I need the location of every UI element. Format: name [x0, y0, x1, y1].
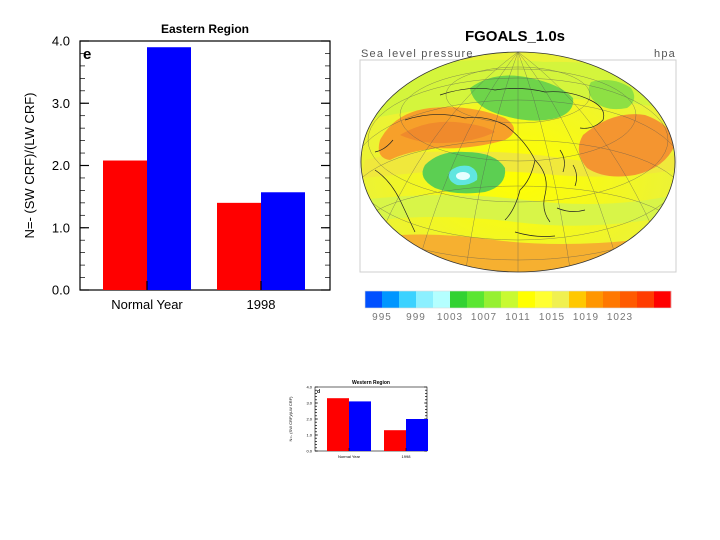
colorbar-outline — [364, 290, 672, 309]
colorbar-swatch — [433, 291, 451, 308]
low-pressure-white-center — [456, 172, 470, 180]
x-tick-label: 1998 — [402, 454, 412, 459]
map-panel-svg: FGOALS_1.0s Sea level pressure hpa — [359, 28, 677, 323]
y-tick-label: 4.0 — [306, 384, 312, 389]
y-tick-label: 1.0 — [52, 220, 70, 235]
western-region-chart-svg: Western Region d 0.0 1.0 2.0 3.0 4.0 N=- (SW CR… — [288, 380, 428, 459]
colorbar-swatch — [637, 291, 655, 308]
bar-blue-1 — [406, 419, 428, 451]
low-pressure-green-arctic — [470, 75, 574, 121]
panel-label: e — [83, 46, 91, 63]
y-tick-label: 3.0 — [306, 400, 312, 405]
colorbar-swatch — [467, 291, 485, 308]
y-tick-label: 2.0 — [306, 416, 312, 421]
high-pressure-orange-band — [400, 121, 495, 144]
colorbar-label: 1015 — [539, 312, 565, 323]
y-axis-label: N=- (SW CRF)/(LW CRF) — [22, 93, 37, 239]
panel-label: d — [317, 389, 320, 395]
coastline-west — [374, 139, 416, 233]
colorbar-label: 1003 — [437, 312, 463, 323]
coastline-islands — [514, 149, 586, 237]
colorbar-label: 1019 — [573, 312, 599, 323]
eastern-region-chart: Eastern Region e 0.0 1.0 2.0 3.0 4.0 N=- (SW CR… — [0, 0, 345, 330]
colorbar-swatch — [450, 291, 468, 308]
map-subtitle-left: Sea level pressure — [361, 48, 474, 60]
eastern-region-chart-svg: Eastern Region e 0.0 1.0 2.0 3.0 4.0 N=- (SW CR… — [22, 22, 331, 312]
x-tick-label: Normal Year — [111, 297, 183, 312]
coastline-asia — [404, 114, 551, 223]
colorbar-label: 995 — [372, 312, 392, 323]
colorbar-swatch — [416, 291, 434, 308]
colorbar-swatch — [586, 291, 604, 308]
y-tick-label: 1.0 — [306, 432, 312, 437]
bar-red-1 — [217, 202, 261, 290]
x-tick-label: 1998 — [247, 297, 276, 312]
bar-red-0 — [327, 398, 349, 451]
colorbar-label: 1007 — [471, 312, 497, 323]
globe-outline — [360, 51, 676, 273]
colorbar: 995 999 1003 1007 1011 1015 1019 1023 — [364, 290, 672, 323]
colorbar-swatch — [603, 291, 621, 308]
high-pressure-orange-east — [578, 114, 675, 177]
colorbar-swatch — [552, 291, 570, 308]
bar-red-0 — [103, 160, 147, 290]
bar-blue-1 — [261, 192, 305, 290]
colorbar-swatch — [365, 291, 383, 308]
y-tick-label: 0.0 — [52, 283, 70, 298]
bar-red-1 — [384, 430, 406, 451]
y-tick-label: 3.0 — [52, 96, 70, 111]
colorbar-swatch — [501, 291, 519, 308]
chart-title: Western Region — [352, 380, 390, 386]
coastline-north — [439, 88, 605, 129]
x-tick-label: Normal Year — [338, 454, 361, 459]
bar-blue-0 — [147, 47, 191, 290]
colorbar-swatch — [535, 291, 553, 308]
y-tick-label: 4.0 — [52, 34, 70, 49]
y-axis-label: N=- (SW CRF)/(LW CRF) — [288, 396, 293, 442]
colorbar-swatch — [569, 291, 587, 308]
colorbar-swatch — [654, 291, 672, 308]
map-subtitle-right: hpa — [654, 48, 676, 60]
colorbar-label: 1023 — [607, 312, 633, 323]
chart-title: Eastern Region — [161, 22, 249, 36]
colorbar-label: 999 — [406, 312, 426, 323]
colorbar-label: 1011 — [505, 312, 531, 323]
bar-blue-0 — [349, 401, 371, 451]
map-title: FGOALS_1.0s — [465, 28, 565, 45]
low-pressure-green-pacific — [588, 80, 635, 110]
colorbar-swatch — [382, 291, 400, 308]
sea-level-pressure-map-panel: FGOALS_1.0s Sea level pressure hpa — [345, 0, 720, 330]
y-tick-label: 0.0 — [306, 448, 312, 453]
colorbar-swatch — [484, 291, 502, 308]
western-region-chart: Western Region d 0.0 1.0 2.0 3.0 4.0 N=- (SW CR… — [280, 375, 440, 465]
colorbar-swatch — [620, 291, 638, 308]
y-tick-label: 2.0 — [52, 158, 70, 173]
colorbar-swatch — [399, 291, 417, 308]
colorbar-swatch — [518, 291, 536, 308]
